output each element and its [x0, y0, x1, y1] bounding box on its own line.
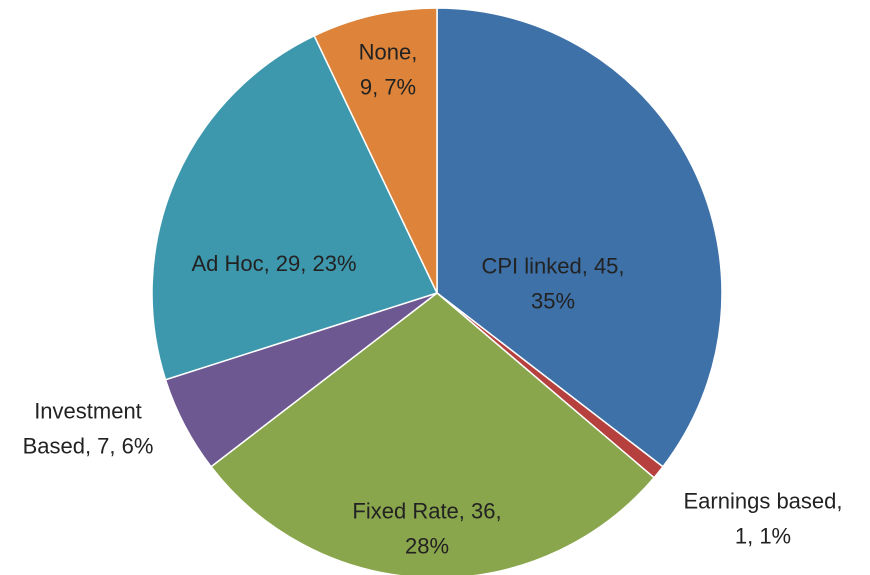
pie-slice — [151, 34, 439, 381]
pie-slice — [436, 7, 723, 468]
slice-label: Investment Based, 7, 6% — [23, 398, 154, 458]
slice-label-line: 35% — [531, 288, 575, 313]
slice-label: Ad Hoc, 29, 23% — [191, 251, 356, 276]
slice-label-line: Investment — [34, 398, 142, 423]
slice-label-line: Ad Hoc, 29, 23% — [191, 251, 356, 276]
pie-slice — [210, 292, 656, 575]
slice-label-line: Based, 7, 6% — [23, 433, 154, 458]
slice-label-line: Fixed Rate, 36, — [352, 498, 501, 523]
slice-label-line: Earnings based, — [684, 488, 843, 513]
slice-label: Earnings based, 1, 1% — [684, 488, 843, 548]
slice-label-line: 1, 1% — [735, 523, 791, 548]
pie-slice — [313, 7, 438, 294]
slice-label: None, 9, 7% — [359, 39, 418, 99]
slice-label-line: None, — [359, 39, 418, 64]
slice-label-line: 9, 7% — [360, 74, 416, 99]
slice-label-line: 28% — [405, 533, 449, 558]
slice-label: Fixed Rate, 36, 28% — [352, 498, 501, 558]
slice-label-line: CPI linked, 45, — [481, 253, 624, 278]
slice-label: CPI linked, 45, 35% — [481, 253, 624, 313]
